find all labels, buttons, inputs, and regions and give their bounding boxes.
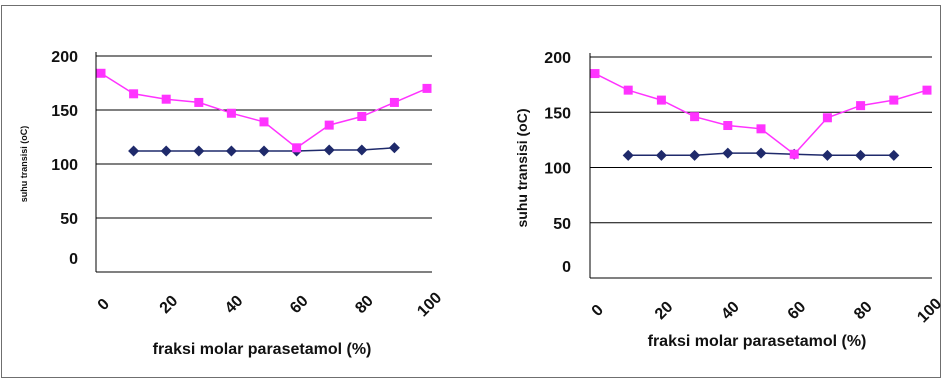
data-point-diamond [225, 145, 237, 157]
x-axis-label: fraksi molar parasetamol (%) [153, 341, 372, 358]
x-tick-label: 20 [157, 292, 182, 317]
data-point-square [194, 97, 204, 107]
data-point-square [922, 85, 932, 95]
data-point-diamond [388, 142, 400, 154]
figure-frame [1, 5, 941, 378]
data-point-square [856, 101, 866, 111]
data-point-square [822, 113, 832, 123]
data-point-diamond [193, 145, 205, 157]
y-tick-label: 50 [553, 216, 571, 233]
data-point-square [756, 124, 766, 134]
y-tick-label: 100 [51, 157, 78, 174]
data-point-square [422, 83, 432, 93]
data-point-diamond [689, 149, 701, 161]
x-tick-label: 80 [851, 298, 876, 323]
data-point-square [690, 112, 700, 122]
data-point-square [723, 121, 733, 131]
data-point-diamond [323, 144, 335, 156]
data-point-diamond [356, 144, 368, 156]
y-tick-label: 0 [69, 251, 78, 268]
data-point-diamond [160, 145, 172, 157]
data-point-diamond [655, 149, 667, 161]
x-tick-label: 0 [95, 296, 113, 314]
data-point-square [389, 97, 399, 107]
data-point-square [226, 108, 236, 118]
data-point-diamond [888, 149, 900, 161]
y-tick-label: 200 [544, 50, 571, 67]
data-point-square [590, 69, 600, 79]
data-point-square [789, 149, 799, 159]
data-point-diamond [722, 147, 734, 159]
y-tick-label: 0 [562, 259, 571, 276]
data-point-square [889, 95, 899, 105]
x-tick-label: 40 [718, 298, 743, 323]
y-tick-label: 150 [51, 103, 78, 120]
series-line [100, 72, 428, 149]
data-point-square [292, 143, 302, 153]
y-axis-label: suhu transisi (oC) [19, 126, 29, 203]
data-point-square [357, 111, 367, 121]
data-point-square [96, 68, 106, 78]
x-tick-label: 100 [914, 295, 945, 326]
data-point-diamond [821, 149, 833, 161]
y-axis-label: suhu transisi (oC) [514, 108, 530, 227]
data-point-square [623, 85, 633, 95]
data-point-diamond [128, 145, 140, 157]
data-point-square [656, 95, 666, 105]
x-tick-label: 60 [785, 298, 810, 323]
y-tick-label: 50 [60, 211, 78, 228]
data-point-diamond [755, 147, 767, 159]
x-tick-label: 100 [414, 289, 445, 320]
data-point-square [259, 117, 269, 127]
x-tick-label: 80 [352, 292, 377, 317]
y-tick-label: 150 [544, 105, 571, 122]
x-tick-label: 40 [222, 292, 247, 317]
series-line [594, 72, 928, 156]
data-point-diamond [855, 149, 867, 161]
data-point-square [129, 89, 139, 99]
x-tick-label: 20 [652, 298, 677, 323]
x-tick-label: 0 [589, 302, 607, 320]
data-point-diamond [622, 149, 634, 161]
x-tick-label: 60 [287, 292, 312, 317]
y-tick-label: 100 [544, 161, 571, 178]
y-tick-label: 200 [51, 49, 78, 66]
data-point-square [161, 94, 171, 104]
data-point-diamond [258, 145, 270, 157]
x-axis-label: fraksi molar parasetamol (%) [648, 333, 867, 350]
data-point-square [324, 120, 334, 130]
